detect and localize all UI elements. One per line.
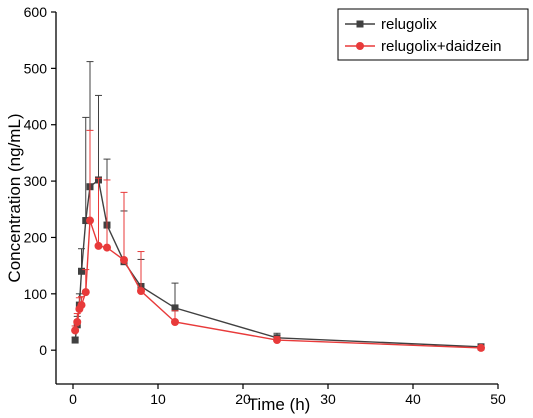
y-tick-label: 200 [24, 229, 48, 245]
data-point [273, 336, 281, 345]
legend-marker [356, 20, 364, 28]
legend-box [337, 8, 529, 61]
y-axis-title: Concentration (ng/mL) [5, 113, 24, 282]
data-point [171, 318, 179, 326]
axes [55, 12, 498, 385]
x-ticks: 0 10 20 30 40 50 [69, 384, 506, 407]
data-point [171, 304, 179, 312]
data-point [81, 288, 90, 297]
y-tick-label: 0 [39, 342, 47, 358]
data-point [137, 287, 145, 295]
y-tick-label: 400 [24, 117, 48, 133]
y-tick-label: 100 [24, 286, 48, 302]
x-tick-label: 0 [69, 391, 77, 407]
series-relugolix-daidzein [71, 129, 485, 352]
x-tick-label: 30 [320, 391, 336, 407]
x-tick-label: 40 [405, 391, 421, 407]
data-point [78, 267, 85, 275]
x-axis-title: Time (h) [248, 395, 311, 414]
data-point [477, 343, 485, 352]
y-tick-label: 500 [24, 60, 48, 76]
legend-label: relugolix [381, 16, 437, 33]
legend: relugolix relugolix+daidzein [337, 8, 529, 61]
x-tick-label: 10 [150, 391, 166, 407]
data-point [73, 318, 82, 326]
data-point [120, 256, 128, 264]
data-point [77, 301, 86, 310]
x-tick-label: 50 [490, 391, 506, 407]
series-relugolix [71, 61, 485, 351]
data-point [82, 217, 90, 225]
data-point [86, 216, 94, 225]
series-line [74, 178, 482, 348]
series-line [74, 220, 482, 349]
y-ticks: 0 100 200 300 400 500 600 [24, 4, 56, 358]
data-point [71, 326, 80, 335]
data-point [94, 241, 103, 250]
data-point [71, 336, 79, 344]
data-point [103, 243, 111, 252]
x-tick-label: 20 [235, 391, 251, 407]
plot-area [71, 61, 485, 352]
y-tick-label: 300 [24, 173, 48, 189]
legend-label: relugolix+daidzein [381, 38, 502, 55]
legend-marker [356, 42, 364, 50]
y-tick-label: 600 [24, 4, 48, 20]
